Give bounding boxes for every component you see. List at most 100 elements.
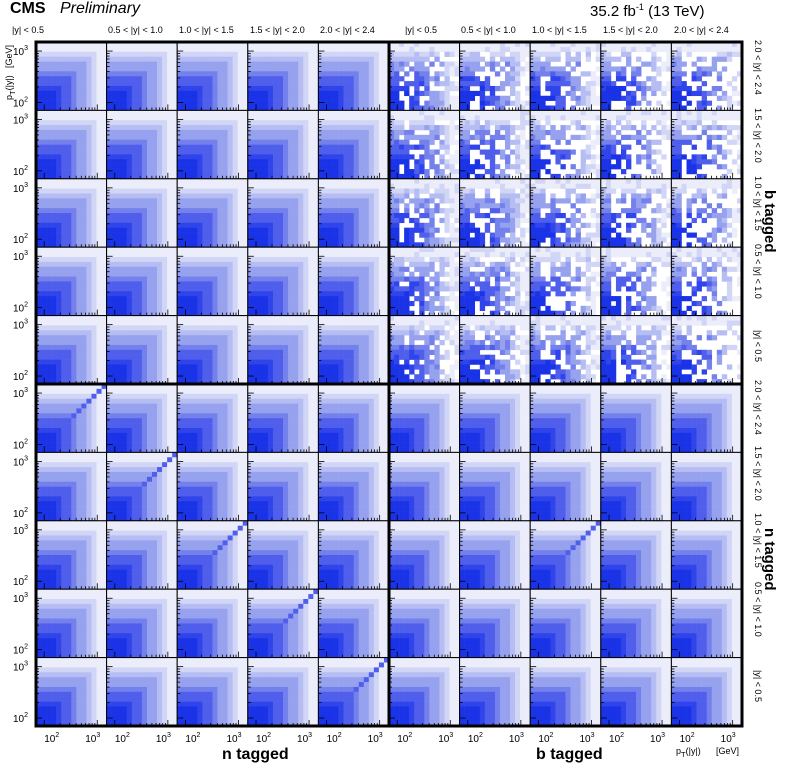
heatmap-cell (359, 233, 364, 238)
heatmap-cell (288, 130, 293, 135)
heatmap-cell (157, 110, 162, 115)
heatmap-cell (127, 184, 132, 189)
heatmap-cell (475, 52, 480, 57)
heatmap-cell (117, 198, 122, 203)
heatmap-cell (566, 110, 571, 115)
heatmap-cell (651, 52, 656, 57)
heatmap-cell (298, 237, 303, 242)
heatmap-cell (107, 76, 112, 81)
heatmap-cell (182, 174, 187, 179)
heatmap-cell (455, 42, 460, 47)
heatmap-cell (611, 125, 616, 130)
heatmap-cell (81, 42, 86, 47)
heatmap-cell (273, 174, 278, 179)
heatmap-cell (656, 42, 661, 47)
heatmap-cell (81, 81, 86, 86)
heatmap-cell (152, 242, 157, 247)
heatmap-cell (359, 145, 364, 150)
heatmap-cell (611, 174, 616, 179)
heatmap-cell (399, 213, 404, 218)
heatmap-cell (157, 164, 162, 169)
heatmap-cell (102, 110, 107, 115)
heatmap-cell (152, 110, 157, 115)
heatmap-cell (298, 145, 303, 150)
heatmap-cell (555, 140, 560, 145)
heatmap-cell (137, 189, 142, 194)
heatmap-cell (510, 66, 515, 71)
heatmap-cell (661, 125, 666, 130)
heatmap-cell (424, 81, 429, 86)
heatmap-cell (732, 52, 737, 57)
heatmap-cell (117, 42, 122, 47)
heatmap-cell (384, 81, 389, 86)
heatmap-cell (253, 115, 258, 120)
heatmap-cell (112, 193, 117, 198)
heatmap-cell (107, 223, 112, 228)
heatmap-cell (510, 110, 515, 115)
heatmap-cell (283, 189, 288, 194)
heatmap-cell (384, 233, 389, 238)
heatmap-cell (213, 140, 218, 145)
heatmap-cell (36, 130, 41, 135)
heatmap-cell (157, 81, 162, 86)
heatmap-cell (137, 42, 142, 47)
heatmap-cell (434, 149, 439, 154)
heatmap-cell (515, 57, 520, 62)
heatmap-cell (263, 184, 268, 189)
heatmap-cell (339, 140, 344, 145)
heatmap-cell (369, 208, 374, 213)
heatmap-cell (137, 135, 142, 140)
heatmap-cell (263, 189, 268, 194)
heatmap-cell (238, 179, 243, 184)
heatmap-cell (550, 66, 555, 71)
column-label: 2.0 < |y| < 2.4 (320, 25, 375, 35)
heatmap-cell (344, 62, 349, 67)
heatmap-cell (223, 154, 228, 159)
heatmap-cell (117, 96, 122, 101)
heatmap-cell (470, 169, 475, 174)
heatmap-cell (91, 164, 96, 169)
heatmap-cell (207, 228, 212, 233)
heatmap-cell (475, 81, 480, 86)
heatmap-cell (666, 57, 671, 62)
heatmap-cell (192, 149, 197, 154)
heatmap-cell (465, 115, 470, 120)
heatmap-cell (97, 125, 102, 130)
heatmap-cell (404, 164, 409, 169)
heatmap-cell (81, 193, 86, 198)
heatmap-cell (621, 125, 626, 130)
heatmap-cell (339, 47, 344, 52)
heatmap-cell (71, 154, 76, 159)
heatmap-cell (661, 47, 666, 52)
heatmap-cell (81, 145, 86, 150)
heatmap-cell (202, 242, 207, 247)
heatmap-cell (717, 52, 722, 57)
heatmap-cell (117, 110, 122, 115)
column-label: 1.0 < |y| < 1.5 (179, 25, 234, 35)
heatmap-cell (288, 110, 293, 115)
heatmap-cell (308, 120, 313, 125)
heatmap-cell (636, 110, 641, 115)
heatmap-cell (202, 66, 207, 71)
heatmap-cell (273, 164, 278, 169)
heatmap-cell (414, 189, 419, 194)
heatmap-cell (308, 66, 313, 71)
heatmap-cell (359, 154, 364, 159)
heatmap-cell (591, 76, 596, 81)
heatmap-cell (621, 135, 626, 140)
heatmap-cell (112, 47, 117, 52)
panel-background (530, 42, 601, 110)
heatmap-cell (137, 208, 142, 213)
heatmap-cell (424, 115, 429, 120)
heatmap-cell (253, 237, 258, 242)
heatmap-cell (117, 47, 122, 52)
heatmap-cell (132, 62, 137, 67)
heatmap-cell (107, 140, 112, 145)
heatmap-cell (197, 135, 202, 140)
heatmap-cell (137, 154, 142, 159)
heatmap-cell (394, 164, 399, 169)
heatmap-cell (112, 164, 117, 169)
heatmap-cell (187, 223, 192, 228)
heatmap-cell (177, 145, 182, 150)
heatmap-cell (500, 52, 505, 57)
